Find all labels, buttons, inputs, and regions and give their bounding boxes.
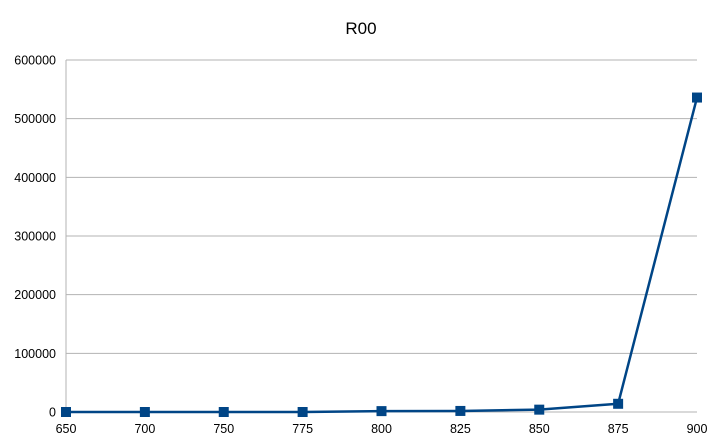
x-tick-label: 800	[371, 422, 392, 436]
data-point-marker	[692, 92, 702, 103]
x-tick-label: 700	[134, 422, 155, 436]
chart-title: R00	[345, 19, 376, 38]
data-point-marker	[61, 407, 71, 417]
x-tick-label: 875	[608, 422, 629, 436]
x-tick-label: 750	[213, 422, 234, 436]
data-series	[61, 92, 702, 417]
data-point-marker	[534, 404, 545, 415]
x-tick-label: 825	[450, 422, 471, 436]
y-tick-label: 300000	[14, 230, 56, 244]
y-gridlines	[66, 59, 697, 413]
data-point-marker	[139, 407, 150, 417]
y-tick-label: 400000	[14, 171, 56, 185]
y-tick-label: 0	[49, 406, 56, 420]
x-axis-tick-labels: 650 700 750 775 800 825 850 875 900	[56, 422, 708, 436]
y-tick-label: 100000	[14, 347, 56, 361]
y-tick-label: 600000	[14, 54, 56, 68]
data-point-marker	[297, 407, 308, 417]
y-tick-label: 500000	[14, 112, 56, 126]
x-tick-label: 900	[687, 422, 708, 436]
data-point-marker	[613, 398, 624, 409]
x-tick-label: 775	[292, 422, 313, 436]
y-tick-label: 200000	[14, 288, 56, 302]
data-point-marker	[376, 406, 387, 417]
data-point-marker	[455, 405, 466, 416]
x-tick-label: 650	[56, 422, 77, 436]
data-point-marker	[218, 407, 229, 417]
x-tick-label: 850	[529, 422, 550, 436]
y-axis-tick-labels: 0 100000 200000 300000 400000 500000 600000	[14, 54, 56, 420]
series-line	[64, 96, 699, 414]
